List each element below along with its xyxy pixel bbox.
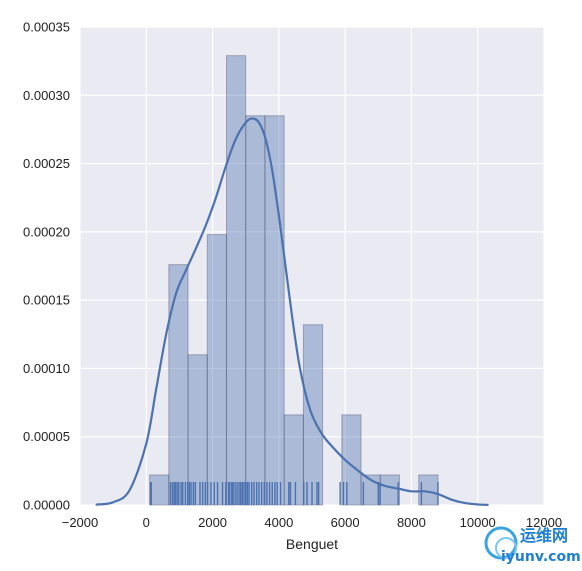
histogram-bar-4 (225, 55, 247, 506)
histogram-bar-2 (187, 354, 208, 506)
y-tick-label-2: 0.00010 (23, 361, 70, 376)
y-tick-label-0: 0.00000 (23, 498, 70, 513)
y-tick-label-7: 0.00035 (23, 20, 70, 35)
x-tick-labels: −2000 0 2000 4000 6000 8000 10000 12000 (62, 515, 562, 530)
histogram-bar-0 (149, 474, 170, 506)
y-tick-label-5: 0.00025 (23, 156, 70, 171)
cloud-logo-icon (484, 526, 518, 560)
histogram-bar-5 (245, 115, 266, 506)
histogram-bar-6 (264, 115, 285, 506)
watermark-cn-text: 运维网 (520, 526, 568, 545)
grid-vertical (79, 27, 545, 505)
x-axis-label: Benguet (286, 536, 338, 552)
grid-horizontal (80, 26, 544, 506)
histogram-bar-3 (206, 234, 227, 506)
y-tick-label-6: 0.00030 (23, 88, 70, 103)
x-tick-label-6: 10000 (460, 515, 496, 530)
x-tick-label-1: 0 (143, 515, 150, 530)
histogram-bar-1 (168, 264, 189, 506)
y-tick-label-3: 0.00015 (23, 293, 70, 308)
histogram-bar-12 (379, 474, 400, 506)
x-tick-label-7: 12000 (526, 515, 562, 530)
site-watermark: 运维网 iyunv.com (484, 526, 581, 565)
histogram-bar-7 (283, 414, 304, 506)
x-tick-label-4: 6000 (331, 515, 360, 530)
x-tick-label-2: 2000 (198, 515, 227, 530)
x-tick-label-0: −2000 (62, 515, 99, 530)
y-tick-label-1: 0.00005 (23, 429, 70, 444)
y-tick-labels: 0.00000 0.00005 0.00010 0.00015 0.00020 0.000… (23, 20, 70, 513)
kde-curve (95, 117, 489, 506)
rug-marks (149, 482, 439, 505)
x-tick-label-3: 4000 (264, 515, 293, 530)
plot-background (80, 27, 544, 505)
watermark-domain-text: iyunv.com (501, 549, 581, 565)
y-tick-label-4: 0.00020 (23, 224, 70, 239)
x-tick-label-5: 8000 (397, 515, 426, 530)
